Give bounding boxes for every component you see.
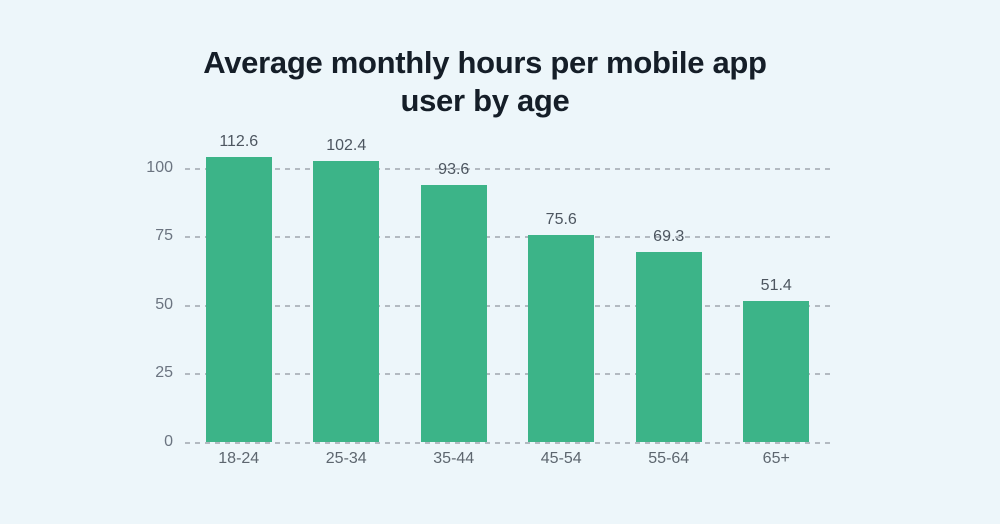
- y-axis-tick-label: 50: [155, 295, 173, 313]
- bar-35-44: 93.6: [420, 161, 487, 442]
- bar-value-label: 102.4: [326, 137, 367, 154]
- x-axis-category-label: 25-34: [325, 450, 367, 467]
- chart-title: Average monthly hours per mobile app use…: [140, 44, 830, 120]
- bar-18-24: 112.6: [205, 133, 272, 442]
- bar-value-label: 93.6: [438, 161, 470, 179]
- gridline: [185, 304, 830, 307]
- y-axis: 0 25 50 75 100: [140, 157, 185, 450]
- x-axis: 18-24 25-34 35-44 45-54 55-64 65+: [185, 450, 830, 468]
- gridline: [185, 167, 830, 170]
- chart-body: 0 25 50 75 100 112.6 102.4 93.6 75.6 69.3 51.4: [140, 133, 830, 450]
- bar-value-label: 51.4: [760, 277, 792, 294]
- bar-55-64: 69.3: [635, 228, 702, 442]
- x-axis-category-label: 35-44: [433, 450, 475, 467]
- x-axis-category-label: 65+: [762, 450, 790, 467]
- gridline: [185, 236, 830, 239]
- plot-area: 112.6 102.4 93.6 75.6 69.3 51.4: [185, 133, 830, 444]
- chart-title-line-2: user by age: [400, 83, 570, 118]
- gridline: [185, 442, 830, 444]
- bar-25-34: 102.4: [313, 137, 380, 442]
- bar-value-label: 75.6: [545, 210, 577, 228]
- x-axis-category-label: 55-64: [648, 450, 690, 467]
- x-axis-category-label: 18-24: [218, 450, 260, 467]
- y-axis-tick-label: 75: [155, 227, 173, 245]
- bar-series: 112.6 102.4 93.6 75.6 69.3 51.4: [185, 133, 830, 442]
- chart-title-line-1: Average monthly hours per mobile app: [203, 45, 767, 80]
- bar-value-label: 69.3: [653, 227, 685, 245]
- y-axis-tick-label: 25: [155, 364, 173, 382]
- bar-45-54: 75.6: [528, 211, 595, 442]
- y-axis-tick-label: 100: [146, 158, 173, 176]
- y-axis-tick-label: 0: [164, 433, 173, 450]
- chart-block: Average monthly hours per mobile app use…: [140, 44, 830, 468]
- x-axis-category-label: 45-54: [540, 450, 582, 467]
- bar-65+: 51.4: [743, 277, 810, 442]
- bar-value-label: 112.6: [219, 133, 259, 150]
- gridline: [185, 373, 830, 376]
